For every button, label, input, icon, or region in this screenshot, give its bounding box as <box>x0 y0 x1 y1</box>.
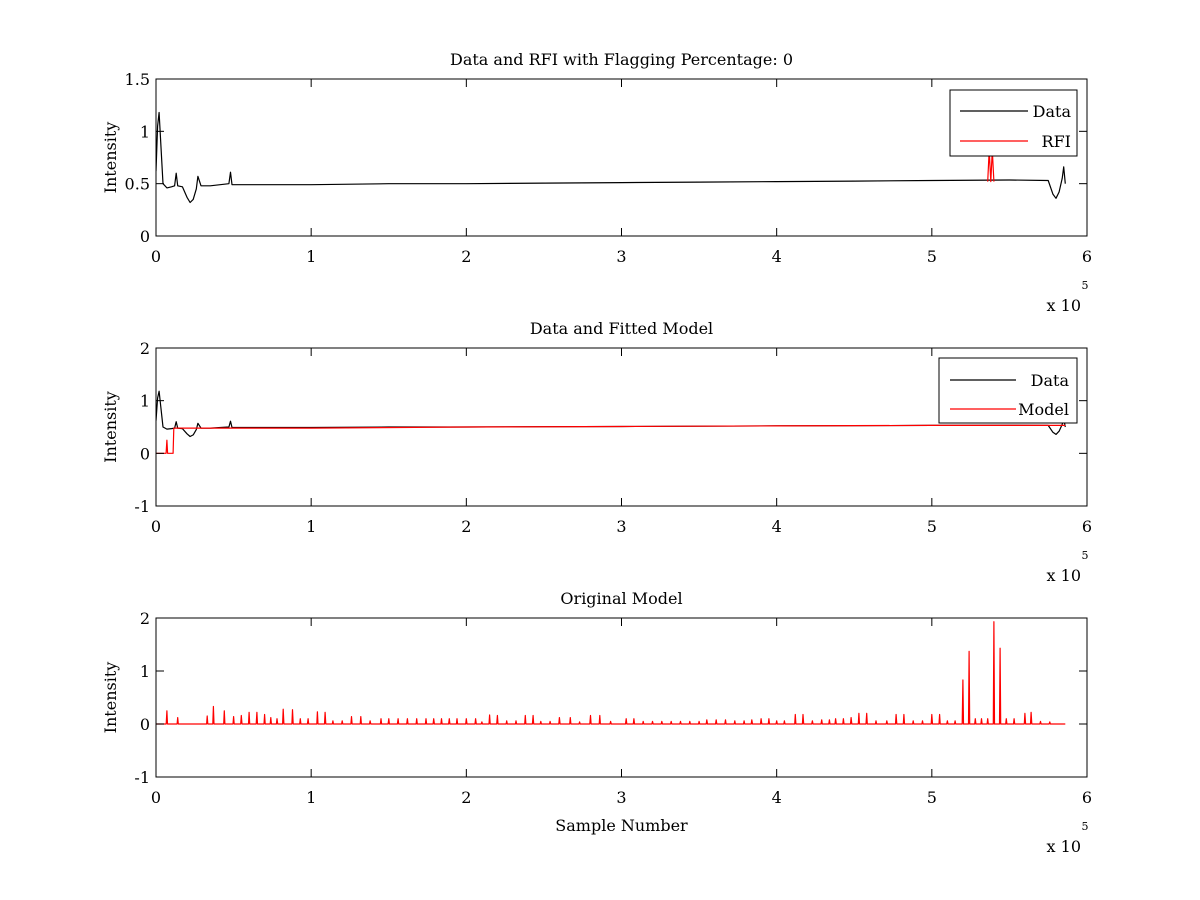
x-tick-label: 1 <box>306 788 316 807</box>
x-tick-label: 2 <box>461 788 471 807</box>
y-axis-label: Intensity <box>101 122 120 194</box>
legend-label-data: Data <box>1031 371 1070 390</box>
x-multiplier-exponent: 5 <box>1082 820 1089 833</box>
y-tick-label: 2 <box>140 609 150 628</box>
y-tick-label: 1 <box>140 662 150 681</box>
x-tick-label: 4 <box>772 517 782 536</box>
y-tick-label: 0 <box>140 227 150 246</box>
x-tick-label: 3 <box>616 247 626 266</box>
x-tick-label: 5 <box>927 247 937 266</box>
legend-label-data: Data <box>1033 102 1072 121</box>
plot-area <box>156 111 1066 204</box>
series-line-model <box>156 621 1066 725</box>
x-multiplier: x 10 <box>1047 566 1081 585</box>
y-tick-label: -1 <box>134 497 150 516</box>
x-tick-label: 5 <box>927 517 937 536</box>
x-multiplier-exponent: 5 <box>1082 279 1089 292</box>
y-tick-label: 1.5 <box>125 70 150 89</box>
legend: Data Model <box>938 357 1078 424</box>
x-tick-label: 4 <box>772 247 782 266</box>
subplot-1: 0 1 2 3 4 5 6 0 0.5 1 1.5 Data and RFI with Flaggin… <box>101 50 1092 315</box>
x-tick-label: 1 <box>306 517 316 536</box>
x-tick-label: 3 <box>616 517 626 536</box>
axes-frame <box>155 78 1088 237</box>
plot-area <box>156 621 1066 725</box>
y-tick-label: 0 <box>140 715 150 734</box>
x-axis-label: Sample Number <box>555 816 688 835</box>
x-tick-label: 3 <box>616 788 626 807</box>
x-tick-label: 2 <box>461 517 471 536</box>
x-tick-label: 0 <box>151 517 161 536</box>
y-tick-label: 1 <box>140 122 150 141</box>
y-tick-label: 0 <box>140 444 150 463</box>
subplot-title: Data and RFI with Flagging Percentage: 0 <box>450 50 793 69</box>
x-tick-label: 6 <box>1082 247 1092 266</box>
series-line-data <box>156 390 1066 438</box>
x-multiplier: x 10 <box>1047 296 1081 315</box>
x-tick-label: 5 <box>927 788 937 807</box>
legend-label-model: Model <box>1018 400 1069 419</box>
y-axis-label: Intensity <box>101 391 120 463</box>
x-tick-label: 1 <box>306 247 316 266</box>
x-tick-label: 2 <box>461 247 471 266</box>
subplot-title: Original Model <box>560 589 682 608</box>
y-axis-label: Intensity <box>101 662 120 734</box>
x-tick-label: 6 <box>1082 517 1092 536</box>
x-multiplier-exponent: 5 <box>1082 549 1089 562</box>
legend-box <box>949 89 1078 157</box>
y-tick-label: 1 <box>140 392 150 411</box>
legend-box <box>938 357 1078 424</box>
legend: Data RFI <box>949 89 1078 157</box>
series-line-data <box>156 111 1066 204</box>
x-tick-label: 4 <box>772 788 782 807</box>
x-tick-label: 0 <box>151 788 161 807</box>
x-tick-label: 0 <box>151 247 161 266</box>
series-line-model <box>156 424 1066 454</box>
subplot-title: Data and Fitted Model <box>530 319 713 338</box>
legend-label-rfi: RFI <box>1042 132 1071 151</box>
plot-area <box>156 390 1066 454</box>
series-line-rfi <box>987 149 995 183</box>
axes-frame <box>155 617 1088 778</box>
y-tick-label: 2 <box>140 339 150 358</box>
y-tick-label: 0.5 <box>125 175 150 194</box>
x-tick-label: 6 <box>1082 788 1092 807</box>
y-tick-label: -1 <box>134 768 150 787</box>
x-multiplier: x 10 <box>1047 837 1081 856</box>
